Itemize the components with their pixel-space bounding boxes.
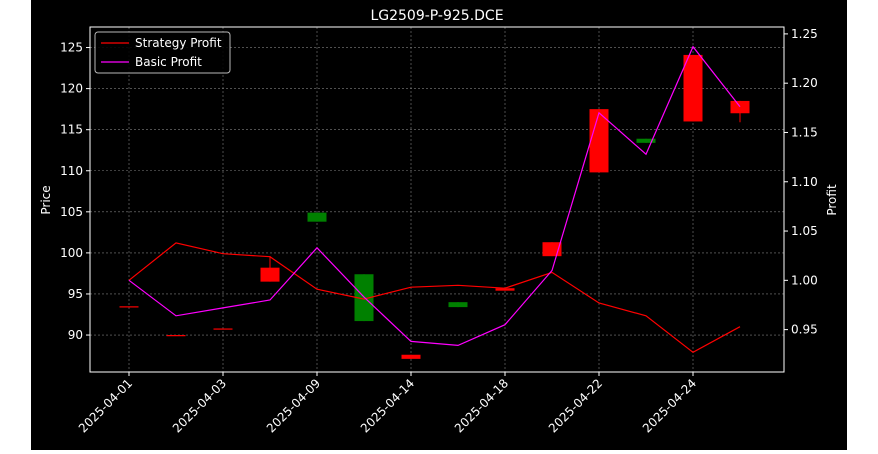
legend-label-basic-profit: Basic Profit — [135, 55, 202, 69]
chart-figure: 90 95 100 105 110 115 120 125 0.95 1.00 1.05 1.10 1… — [31, 0, 847, 450]
candle-body-8 — [495, 288, 515, 291]
legend-box — [94, 31, 231, 74]
candle-body-11 — [636, 138, 656, 143]
candle-body-12 — [683, 54, 703, 122]
candle-body-3 — [260, 267, 280, 282]
chart-title: LG2509-P-925.DCE — [370, 8, 503, 24]
left-tick-label-95: 95 — [68, 287, 83, 301]
candle-body-13 — [730, 100, 750, 114]
legend: Strategy Profit Basic Profit — [94, 31, 231, 74]
chart-svg: 90 95 100 105 110 115 120 125 0.95 1.00 1.05 1.10 1… — [31, 0, 847, 450]
grid-lines — [90, 27, 784, 372]
left-tick-label-115: 115 — [60, 123, 83, 137]
left-tick-label-110: 110 — [60, 164, 83, 178]
candle-body-2 — [213, 328, 233, 330]
right-tick-label-2: 1.05 — [791, 224, 818, 238]
right-axis-ticks: 0.95 1.00 1.05 1.10 1.15 1.20 1.25 — [784, 27, 818, 337]
candle-body-1 — [166, 335, 186, 337]
right-tick-label-0: 0.95 — [791, 323, 818, 337]
left-tick-label-100: 100 — [60, 246, 83, 260]
right-tick-label-4: 1.15 — [791, 125, 818, 139]
plot-frame — [89, 26, 785, 373]
series-line-0 — [128, 242, 741, 354]
right-tick-label-6: 1.25 — [791, 27, 818, 41]
candle-body-10 — [589, 109, 609, 173]
right-tick-label-1: 1.00 — [791, 273, 818, 287]
right-tick-label-3: 1.10 — [791, 175, 818, 189]
right-axis-label: Profit — [825, 184, 839, 216]
right-tick-label-5: 1.20 — [791, 76, 818, 90]
series-line-1 — [128, 45, 741, 347]
candle-body-7 — [448, 302, 468, 308]
left-axis-label: Price — [39, 185, 53, 214]
left-axis-ticks: 90 95 100 105 110 115 120 125 — [60, 41, 90, 342]
left-tick-label-90: 90 — [68, 328, 83, 342]
profit-lines-layer — [128, 45, 741, 354]
left-tick-label-105: 105 — [60, 205, 83, 219]
legend-label-strategy-profit: Strategy Profit — [135, 36, 222, 50]
left-tick-label-125: 125 — [60, 41, 83, 55]
candle-body-0 — [119, 306, 139, 308]
chart-background — [31, 0, 847, 450]
candle-body-6 — [401, 354, 421, 359]
candle-body-4 — [307, 212, 327, 222]
left-tick-label-120: 120 — [60, 82, 83, 96]
